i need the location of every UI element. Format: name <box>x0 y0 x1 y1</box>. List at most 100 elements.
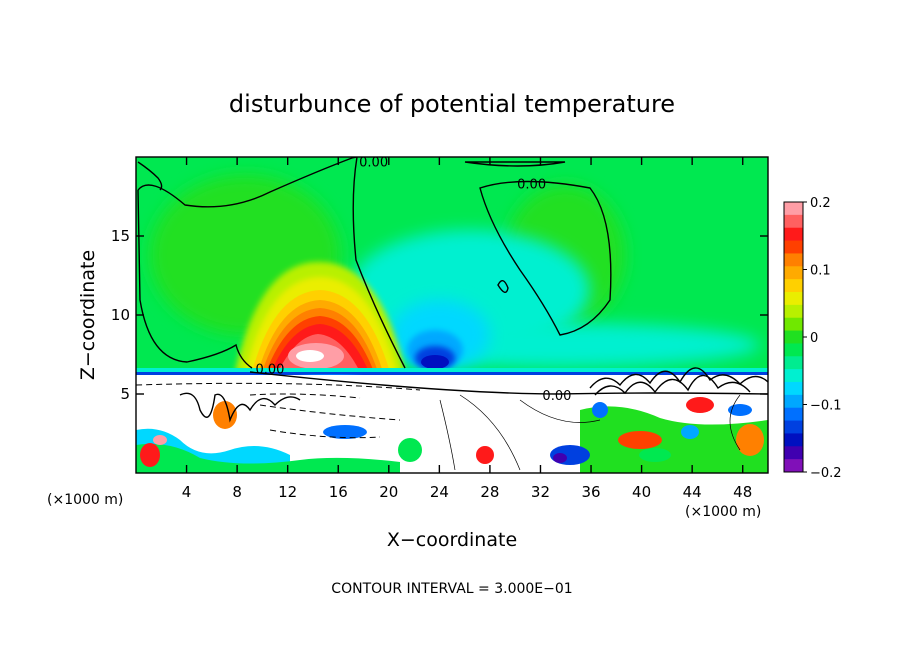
colorbar-swatch <box>784 317 803 332</box>
contour-interval-note: CONTOUR INTERVAL = 3.000E−01 <box>331 581 572 597</box>
lower-blue-patch-4 <box>681 425 699 439</box>
x-tick-label: 40 <box>632 483 651 501</box>
colorbar-swatch <box>784 420 803 434</box>
x-axis-ticks: 4 8 12 16 20 24 28 32 36 40 44 48 <box>182 157 752 501</box>
zero-contour-left <box>137 157 406 369</box>
lower-blue-patch-5 <box>728 404 752 416</box>
colorbar-swatch <box>784 202 803 216</box>
contour-tangle-left <box>179 392 301 423</box>
dashed-contour-3 <box>269 429 381 439</box>
x-tick-label: 16 <box>329 483 348 501</box>
colorbar-swatch <box>784 227 803 242</box>
lower-right-green-region <box>580 406 768 473</box>
x-unit-label-right: (×1000 m) <box>685 504 761 520</box>
colorbar-swatch <box>784 253 803 267</box>
colorbar-swatch <box>784 433 803 447</box>
lower-orange-patch-2 <box>736 424 764 456</box>
contour-label: 0.00 <box>542 389 571 404</box>
zero-contour-right <box>479 180 612 336</box>
contour-label: 0.00 <box>359 155 388 170</box>
lower-red-patch-4 <box>140 443 160 467</box>
dashed-contour-1 <box>136 382 421 391</box>
colorbar <box>784 202 803 473</box>
x-tick-label: 24 <box>430 483 449 501</box>
thin-contour-3 <box>519 399 601 423</box>
colorbar-swatch <box>784 459 803 473</box>
interface-blue-line <box>136 372 768 375</box>
colorbar-swatch <box>784 369 803 383</box>
chart-title: disturbunce of potential temperature <box>229 90 675 118</box>
contour-labels: 0.00 0.00 0.00 0.00 <box>256 155 572 404</box>
x-tick-label: 32 <box>531 483 550 501</box>
thin-contour-1 <box>439 399 456 471</box>
contour-tangle-right-2 <box>594 374 751 396</box>
colorbar-swatch <box>784 292 803 306</box>
colorbar-swatch <box>784 446 803 460</box>
contour-label: 0.00 <box>256 362 285 377</box>
lower-blue-patch-1 <box>323 425 367 439</box>
x-tick-label: 20 <box>379 483 398 501</box>
lower-blue-patch-3 <box>592 402 608 418</box>
contour-corner <box>137 161 163 191</box>
colorbar-tick-label: −0.2 <box>810 466 842 481</box>
x-tick-label: 48 <box>733 483 752 501</box>
colorbar-tick-label: −0.1 <box>810 399 842 414</box>
lower-red-patch-3 <box>476 446 494 464</box>
contour-label: 0.00 <box>517 177 546 192</box>
colorbar-swatch <box>784 407 803 422</box>
x-tick-label: 44 <box>683 483 702 501</box>
zero-contour-left-lower <box>137 189 253 369</box>
zero-contour-small <box>497 280 509 293</box>
x-tick-label: 8 <box>232 483 242 501</box>
colorbar-swatch <box>784 330 803 344</box>
colorbar-tick-label: 0.2 <box>810 196 831 211</box>
x-unit-label-left: (×1000 m) <box>47 492 123 508</box>
x-tick-label: 36 <box>581 483 600 501</box>
colorbar-swatch <box>784 240 803 254</box>
turbulent-lower-layer <box>136 375 768 473</box>
y-axis-label: Z−coordinate <box>77 250 99 380</box>
thin-contour-2 <box>459 394 521 471</box>
colorbar-swatch <box>784 279 803 293</box>
colorbar-swatch <box>784 343 803 357</box>
interface-cyan-band <box>136 368 768 374</box>
lower-green-patch-2 <box>639 448 671 462</box>
dashed-contour-2 <box>259 404 401 421</box>
lower-green-patch-1 <box>398 438 422 462</box>
thin-contour-4 <box>729 394 741 451</box>
y-axis-ticks: 5 10 15 <box>111 227 768 403</box>
colorbar-swatch <box>784 304 803 319</box>
x-axis-label: X−coordinate <box>387 529 517 551</box>
colorbar-swatch <box>784 266 803 280</box>
y-tick-label: 5 <box>120 385 130 403</box>
lower-orange-patch-1 <box>213 401 237 429</box>
colorbar-ticks: 0.2 0.1 0 −0.1 −0.2 <box>803 196 842 481</box>
y-tick-label: 15 <box>111 227 130 245</box>
colorbar-swatch <box>784 356 803 370</box>
colorbar-tick-label: 0 <box>810 331 818 346</box>
lower-left-green-region <box>136 443 400 473</box>
colorbar-swatch <box>784 394 803 409</box>
dashed-contour-4 <box>249 393 361 399</box>
colorbar-swatch <box>784 382 803 396</box>
x-tick-label: 12 <box>278 483 297 501</box>
zero-contour-top <box>464 161 566 167</box>
contour-lines <box>137 157 768 423</box>
warm-core <box>296 350 324 362</box>
dashed-contours <box>136 382 421 439</box>
colorbar-tick-label: 0.1 <box>810 264 831 279</box>
lower-red-patch-1 <box>618 431 662 449</box>
colorbar-swatch <box>784 214 803 229</box>
lower-pink-patch <box>153 435 167 445</box>
thin-contours <box>439 394 741 471</box>
x-tick-label: 28 <box>480 483 499 501</box>
cold-core-2 <box>421 355 449 369</box>
zero-contour-interface <box>249 371 768 395</box>
plot-field: 0.00 0.00 0.00 0.00 <box>136 155 768 473</box>
x-tick-label: 4 <box>182 483 192 501</box>
lower-red-patch-2 <box>686 397 714 413</box>
lower-purple-patch <box>553 453 567 463</box>
warm-anomaly <box>235 261 405 372</box>
y-tick-label: 10 <box>111 306 130 324</box>
